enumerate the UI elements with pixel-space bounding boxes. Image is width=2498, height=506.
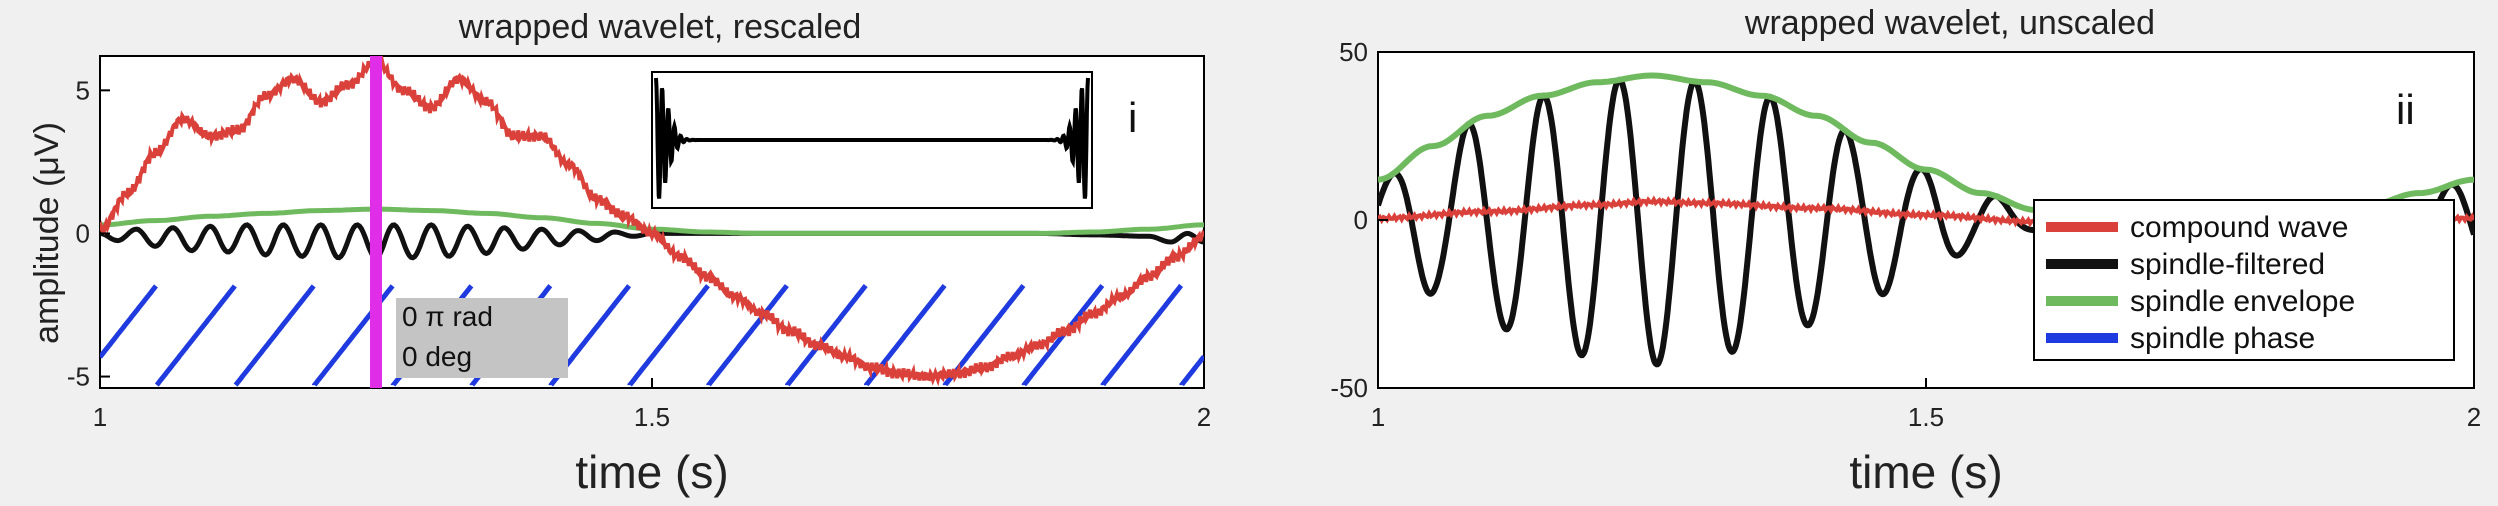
series-spindle-envelope (100, 206, 1204, 236)
panel-i-xtick-label: 2 (1197, 402, 1211, 432)
panel-i-xtick-label: 1.5 (634, 402, 670, 432)
panel-ii-xlabel: time (s) (1849, 446, 2002, 498)
legend-label-envelope: spindle envelope (2130, 285, 2355, 318)
legend-label-phase: spindle phase (2130, 322, 2315, 355)
panel-ii-xtick-label: 2 (2467, 402, 2481, 432)
panel-ii-label: ii (2396, 86, 2415, 133)
panel-ii-xtick-label: 1.5 (1908, 402, 1944, 432)
panel-ii-ytick-label: -50 (1330, 373, 1368, 403)
panel-ii-title: wrapped wavelet, unscaled (1744, 4, 2155, 42)
panel-ii: wrapped wavelet, unscaled 1 1.5 2 50 0 -50 ii… (1330, 4, 2481, 498)
panel-i-title: wrapped wavelet, rescaled (458, 8, 862, 46)
time-marker[interactable] (370, 56, 382, 388)
legend-label-filtered: spindle-filtered (2130, 248, 2325, 281)
panel-i-inset (651, 71, 1093, 209)
panel-ii-ticks: 1 1.5 2 50 0 -50 (1330, 37, 2481, 432)
panel-i-xlabel: time (s) (575, 446, 728, 498)
legend-label-compound: compound wave (2130, 211, 2348, 244)
panel-i-ylabel: amplitude (μV) (28, 122, 66, 344)
panel-ii-xtick-label: 1 (1371, 402, 1385, 432)
inset-wavelet-kernel (654, 77, 1090, 199)
panel-i-xtick-label: 1 (93, 402, 107, 432)
phase-readout-deg: 0 deg (402, 341, 472, 372)
panel-i-ytick-label: 5 (76, 75, 90, 105)
legend: compound wave spindle-filtered spindle e… (2033, 199, 2455, 361)
series-compound-wave (100, 56, 1204, 387)
panel-i-ticks: 1 1.5 2 5 0 -5 (67, 75, 1211, 432)
phase-readout-box (396, 298, 568, 378)
panel-i-ytick-label: 0 (76, 218, 90, 248)
panel-ii-ytick-label: 0 (1354, 205, 1368, 235)
panel-i-label: i (1128, 94, 1137, 141)
panel-ii-ytick-label: 50 (1339, 37, 1368, 67)
panel-i: wrapped wavelet, rescaled amplitude (μV)… (28, 8, 1211, 498)
panel-i-ytick-label: -5 (67, 362, 90, 392)
phase-readout-rad: 0 π rad (402, 301, 493, 332)
